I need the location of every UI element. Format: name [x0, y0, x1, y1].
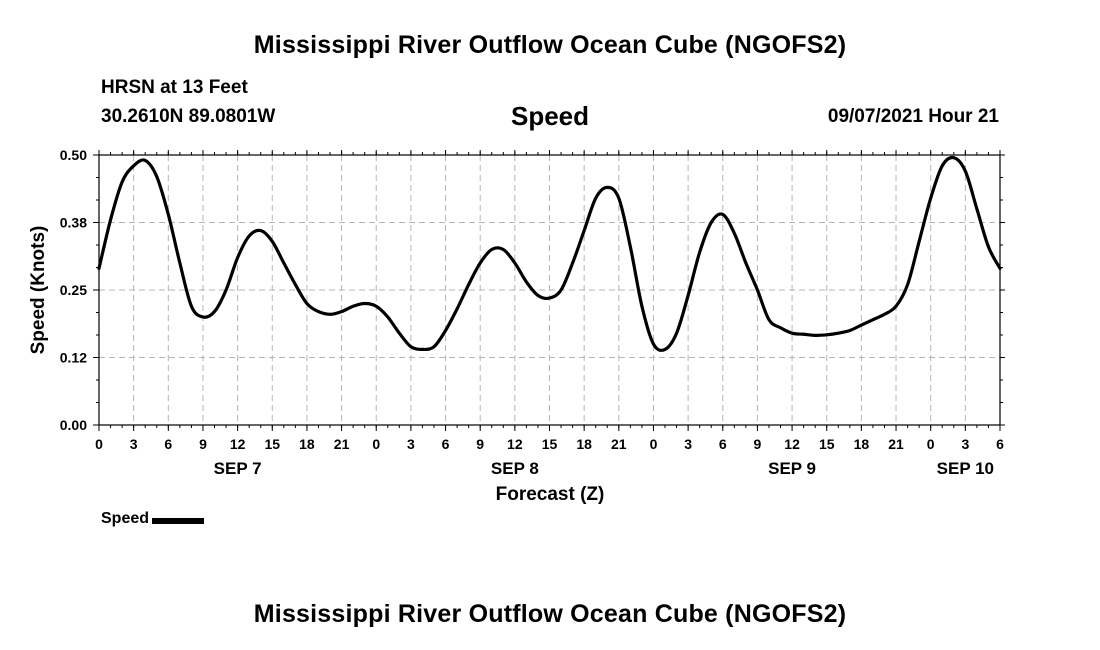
grid — [99, 155, 1000, 425]
x-tick-label: 21 — [888, 436, 904, 452]
x-tick-label: 0 — [927, 436, 935, 452]
axes: 0 3 6 9 12 15 18 21 0 3 6 9 12 15 18 21 0 3 6 9 12 15 18 21 0 3 6 0… — [60, 147, 1005, 478]
y-tick-label: 0.38 — [60, 215, 87, 231]
x-tick-label: 21 — [334, 436, 350, 452]
x-tick-label: 6 — [996, 436, 1004, 452]
x-tick-label: 6 — [164, 436, 172, 452]
x-tick-label: 15 — [264, 436, 280, 452]
x-tick-label: 9 — [754, 436, 762, 452]
plot-frame — [98, 154, 1001, 426]
speed-series-line — [97, 155, 1002, 352]
x-tick-label: 0 — [372, 436, 380, 452]
x-tick-label: 15 — [819, 436, 835, 452]
date-label: SEP 8 — [491, 459, 539, 478]
footer-title: Mississippi River Outflow Ocean Cube (NG… — [253, 600, 847, 628]
station-label: HRSN at 13 Feet — [101, 77, 248, 98]
x-tick-label: 6 — [719, 436, 727, 452]
y-axis-label: Speed (Knots) — [28, 226, 49, 355]
y-tick-label: 0.12 — [60, 350, 87, 366]
x-axis-label: Forecast (Z) — [496, 484, 605, 505]
x-tick-label: 0 — [95, 436, 103, 452]
legend-label: Speed — [101, 510, 150, 527]
x-tick-label: 18 — [299, 436, 315, 452]
legend: Speed — [101, 510, 205, 528]
x-tick-label: 21 — [611, 436, 627, 452]
x-tick-label: 3 — [130, 436, 138, 452]
x-tick-label: 12 — [784, 436, 800, 452]
x-tick-label: 6 — [442, 436, 450, 452]
x-tick-label: 15 — [542, 436, 558, 452]
datetime-label: 09/07/2021 Hour 21 — [827, 106, 999, 127]
x-tick-label: 18 — [576, 436, 592, 452]
chart-title: Mississippi River Outflow Ocean Cube (NG… — [253, 31, 847, 59]
y-tick-label: 0.25 — [60, 282, 87, 298]
x-tick-label: 3 — [407, 436, 415, 452]
date-label: SEP 9 — [768, 459, 816, 478]
x-tick-label: 0 — [650, 436, 658, 452]
x-tick-label: 3 — [961, 436, 969, 452]
x-tick-label: 9 — [199, 436, 207, 452]
date-label: SEP 7 — [214, 459, 262, 478]
axis-labels: Speed (Knots) Forecast (Z) — [28, 226, 604, 505]
x-tick-label: 18 — [854, 436, 870, 452]
x-tick-label: 3 — [684, 436, 692, 452]
y-tick-label: 0.50 — [60, 147, 87, 163]
legend-swatch — [152, 517, 205, 524]
date-label: SEP 10 — [937, 459, 994, 478]
y-tick-label: 0.00 — [60, 417, 87, 433]
variable-label: Speed — [510, 101, 590, 131]
x-tick-label: 9 — [476, 436, 484, 452]
x-tick-label: 12 — [507, 436, 523, 452]
x-tick-label: 12 — [230, 436, 246, 452]
coordinates-label: 30.2610N 89.0801W — [101, 106, 276, 127]
series — [97, 155, 1002, 352]
